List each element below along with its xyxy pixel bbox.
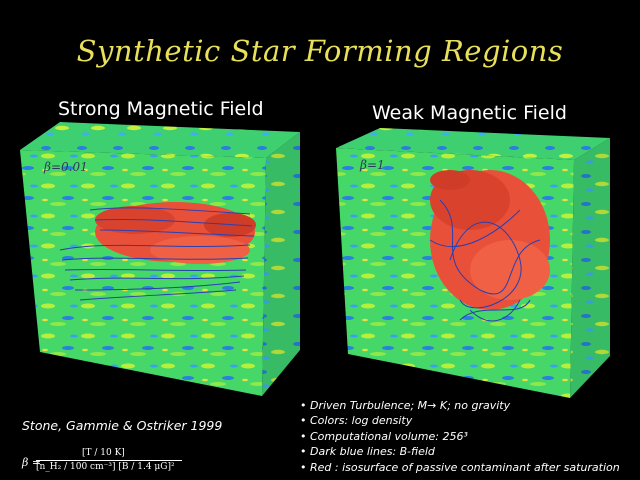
list-item: Computational volume: 256³ xyxy=(300,429,620,444)
contaminant-isosurface xyxy=(430,170,550,310)
list-item: Dark blue lines: B-field xyxy=(300,444,620,459)
cube-side-face xyxy=(570,138,610,398)
formula-lhs: β = xyxy=(22,456,42,469)
cube-top-face xyxy=(20,122,300,158)
notes-list: Driven Turbulence; M→ K; no gravity Colo… xyxy=(300,398,620,475)
slide-title: Synthetic Star Forming Regions xyxy=(76,34,564,68)
cube-strong-field xyxy=(20,122,300,396)
formula-denominator: [n_H₂ / 100 cm⁻³] [B / 1.4 μG]² xyxy=(36,462,175,472)
beta-label-weak: β=1 xyxy=(360,158,385,172)
formula-fraction-bar xyxy=(36,460,182,461)
list-item: Colors: log density xyxy=(300,413,620,428)
beta-label-strong: β=0.01 xyxy=(44,160,88,174)
cube-side-face xyxy=(262,132,300,396)
cube-front-face xyxy=(20,150,266,396)
cube-top-face xyxy=(336,128,610,160)
cube-weak-field xyxy=(336,128,610,398)
formula-numerator: [T / 10 K] xyxy=(82,448,125,458)
list-item: Driven Turbulence; M→ K; no gravity xyxy=(300,398,620,413)
b-field-lines xyxy=(59,207,255,301)
beta-formula: β = [T / 10 K] [n_H₂ / 100 cm⁻³] [B / 1.… xyxy=(22,448,182,478)
panel-title-weak: Weak Magnetic Field xyxy=(372,102,567,124)
citation: Stone, Gammie & Ostriker 1999 xyxy=(22,418,223,433)
list-item: Red : isosurface of passive contaminant … xyxy=(300,460,620,475)
panel-title-strong: Strong Magnetic Field xyxy=(58,98,264,120)
b-field-lines xyxy=(429,199,541,322)
